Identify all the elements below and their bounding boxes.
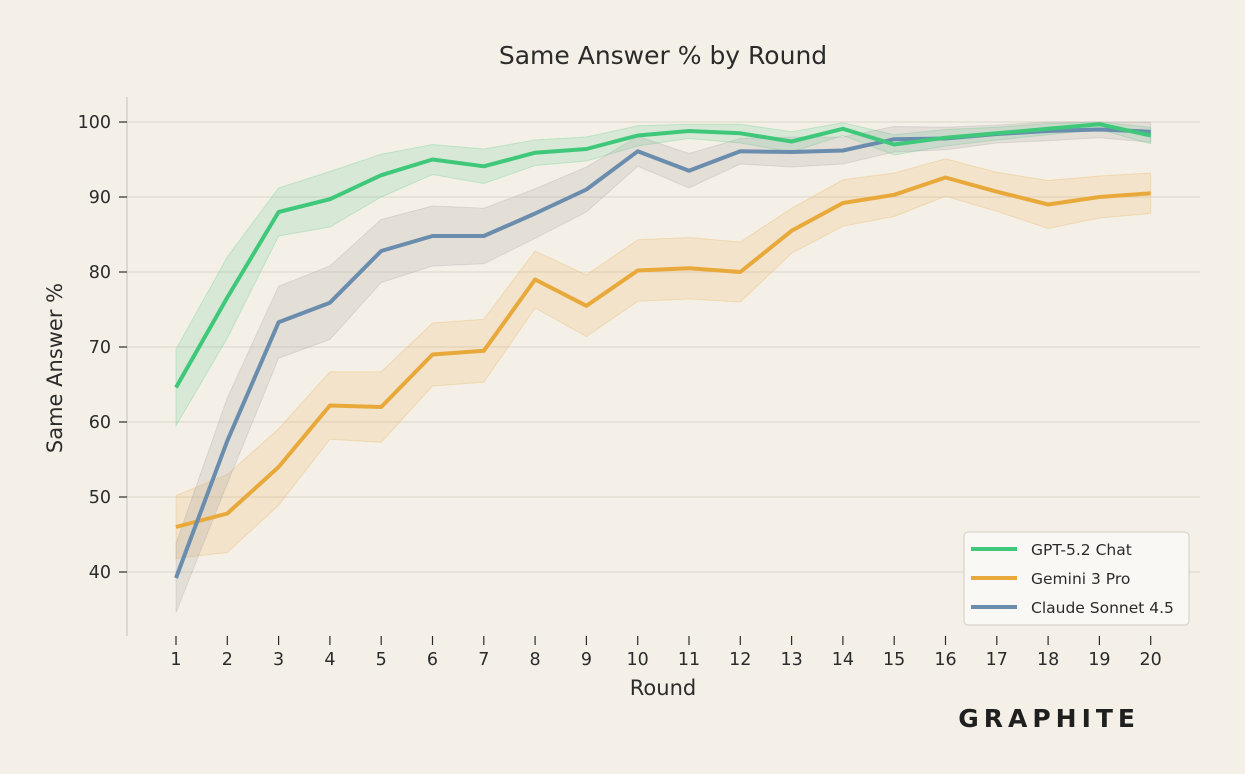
y-tick-label: 70 — [89, 338, 111, 358]
x-tick-label: 16 — [934, 650, 956, 670]
y-tick-label: 80 — [89, 263, 111, 283]
band-2 — [175, 121, 1152, 613]
x-tick-label: 18 — [1037, 650, 1059, 670]
legend: GPT-5.2 Chat Gemini 3 Pro Claude Sonnet 4.… — [963, 531, 1190, 626]
legend-label-1: Gemini 3 Pro — [1031, 570, 1130, 588]
x-tick-label: 1 — [170, 650, 181, 670]
x-tick-label: 8 — [530, 650, 541, 670]
x-tick-label: 4 — [324, 650, 335, 670]
y-tick-label: 100 — [78, 113, 111, 133]
chart-title: Same Answer % by Round — [499, 41, 827, 70]
graphite-logo: GRAPHITE — [958, 704, 1140, 733]
x-tick-label: 17 — [986, 650, 1008, 670]
x-tick-label: 13 — [780, 650, 802, 670]
y-tick-label: 40 — [89, 563, 111, 583]
x-tick-label: 7 — [478, 650, 489, 670]
series-line-1 — [175, 175, 1151, 529]
x-axis-label: Round — [630, 676, 696, 700]
x-tick-label: 10 — [627, 650, 649, 670]
band-0 — [175, 121, 1152, 428]
y-tick-label: 90 — [89, 188, 111, 208]
y-tick-label: 50 — [89, 488, 111, 508]
series-line-0 — [174, 122, 1152, 389]
x-tick-label: 19 — [1088, 650, 1110, 670]
x-tick-label: 14 — [832, 650, 854, 670]
y-axis-label: Same Answer % — [43, 283, 67, 453]
x-ticks: 1 2 3 4 5 6 7 8 9 10 11 12 13 14 15 16 17 18 19 20 — [170, 636, 1162, 670]
x-tick-label: 2 — [222, 650, 233, 670]
x-tick-label: 20 — [1140, 650, 1162, 670]
legend-box — [963, 531, 1190, 626]
y-ticks: 40 50 60 70 80 90 100 — [78, 113, 127, 583]
x-tick-label: 12 — [729, 650, 751, 670]
band-1 — [175, 158, 1152, 560]
x-tick-label: 3 — [273, 650, 284, 670]
legend-label-2: Claude Sonnet 4.5 — [1031, 599, 1174, 617]
legend-label-0: GPT-5.2 Chat — [1031, 541, 1132, 559]
gridlines — [127, 121, 1200, 573]
x-tick-label: 15 — [883, 650, 905, 670]
x-tick-label: 11 — [678, 650, 700, 670]
confidence-bands — [175, 121, 1152, 613]
x-tick-label: 9 — [581, 650, 592, 670]
x-tick-label: 5 — [376, 650, 387, 670]
y-tick-label: 60 — [89, 413, 111, 433]
series-lines — [174, 122, 1152, 579]
x-tick-label: 6 — [427, 650, 438, 670]
